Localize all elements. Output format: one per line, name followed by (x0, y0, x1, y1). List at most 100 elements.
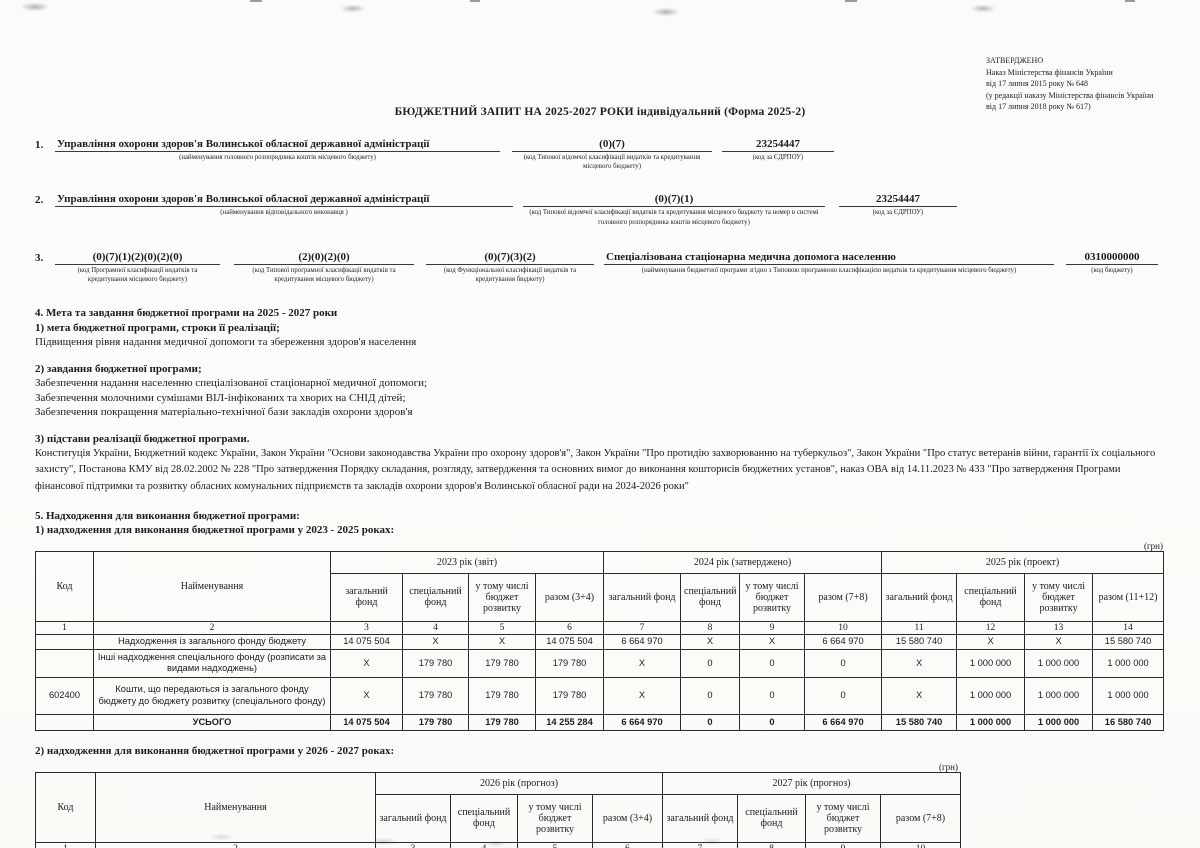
col-header: загальний фонд (375, 793, 451, 843)
scan-smudge (485, 841, 507, 847)
section-4-sub1-text: Підвищення рівня надання медичної допомо… (35, 336, 417, 349)
col-header: разом (3+4) (535, 572, 604, 622)
section-4-sub3-heading: 3) підстави реалізації бюджетної програм… (35, 432, 250, 445)
typical-program-classification-caption: (код Типової програмної класифікації вид… (252, 266, 396, 283)
col-header: спеціальний фонд (450, 793, 518, 843)
budget-program-caption: (найменування бюджетної програми згідно … (641, 266, 1017, 274)
item-3-number: 3. (35, 251, 44, 264)
responsible-executor-name: Управління охорони здоров'я Волинської о… (55, 193, 513, 208)
program-classification-code: (0)(7)(1)(2)(0)(2)(0) (55, 251, 220, 265)
approval-line: Наказ Міністерства фінансів України (986, 67, 1113, 77)
section-5-sub1-heading: 1) надходження для виконання бюджетної п… (35, 524, 395, 537)
scan-smudge (970, 5, 996, 12)
scan-smudge (700, 838, 724, 844)
program-classification-caption: (код Програмної класифікації видатків та… (77, 266, 198, 283)
col-header: загальний фонд (603, 572, 681, 622)
col-header: разом (7+8) (803, 572, 883, 622)
scan-smudge (20, 3, 50, 11)
typical-program-classification-code: (2)(0)(2)(0) (234, 251, 414, 265)
functional-classification-code: (0)(7)(3)(2) (426, 251, 594, 265)
col-header: загальний фонд (881, 572, 958, 622)
scan-smudge (652, 8, 680, 16)
col-header: загальний фонд (330, 572, 403, 622)
section-4-sub2-heading: 2) завдання бюджетної програми; (35, 362, 202, 375)
col-header-code: Код (35, 550, 94, 622)
section-5: 5. Надходження для виконання бюджетної п… (35, 509, 1165, 538)
col-header: у тому числі бюджет розвитку (805, 793, 881, 843)
vedomcha-classification-code: (0)(7) (512, 138, 712, 152)
col-header: разом (3+4) (592, 793, 663, 843)
item-3: 3. (0)(7)(1)(2)(0)(2)(0) (код Програмної… (35, 251, 1165, 284)
document-title: БЮДЖЕТНИЙ ЗАПИТ НА 2025-2027 РОКИ індиві… (394, 106, 806, 118)
section-5-sub2-heading: 2) надходження для виконання бюджетної п… (35, 744, 395, 757)
scan-smudge (210, 834, 234, 840)
year-group-2027: 2027 рік (прогноз) (662, 771, 961, 795)
section-4: 4. Мета та завдання бюджетної програми н… (35, 306, 1165, 495)
col-header: разом (7+8) (880, 793, 961, 843)
col-header: разом (11+12) (1092, 572, 1165, 622)
approval-line: від 17 липня 2018 року № 617) (986, 102, 1091, 112)
currency-note-2: (грн) (938, 761, 958, 772)
col-header-name: Найменування (93, 550, 331, 622)
col-header: у тому числі бюджет розвитку (468, 572, 536, 622)
col-header: у тому числі бюджет розвитку (517, 793, 593, 843)
item-1: 1. Управління охорони здоров'я Волинсько… (35, 138, 1165, 171)
edrpou-caption-2: (код за ЄДРПОУ) (872, 209, 924, 217)
section-5-sub2: 2) надходження для виконання бюджетної п… (35, 744, 1165, 759)
main-spending-unit-name: Управління охорони здоров'я Волинської о… (55, 138, 500, 152)
table-total-row: УСЬОГО 14 075 504 179 780 179 780 14 255 2… (35, 713, 1165, 731)
col-header: у тому числі бюджет розвитку (1024, 572, 1094, 622)
section-4-task: Забезпечення надання населенню спеціаліз… (35, 377, 428, 390)
edrpou-caption: (код за ЄДРПОУ) (752, 154, 804, 161)
approval-block: ЗАТВЕРДЖЕНО Наказ Міністерства фінансів … (986, 55, 1196, 113)
section-5-heading: 5. Надходження для виконання бюджетної п… (35, 509, 300, 522)
table-row: Інші надходження спеціального фонду (роз… (35, 648, 1165, 678)
column-numbers-row: 12 34 56 78 910 (35, 841, 961, 848)
table-row: 602400 Кошти, що передаються із загальног… (35, 676, 1165, 715)
revenues-table-2026-2027: Код Найменування 2026 рік (прогноз) 2027… (35, 771, 961, 848)
section-4-heading: 4. Мета та завдання бюджетної програми н… (35, 307, 338, 320)
col-header: спеціальний фонд (402, 572, 469, 622)
col-header: спеціальний фонд (680, 572, 740, 622)
table-row: Надходження із загального фонду бюджету … (35, 633, 1165, 650)
year-group-2023: 2023 рік (звіт) (330, 550, 604, 574)
item-1-number: 1. (35, 139, 44, 151)
item-2-number: 2. (35, 194, 44, 207)
col-header: у тому числі бюджет розвитку (739, 572, 805, 622)
col-header: загальний фонд (662, 793, 738, 843)
year-group-2026: 2026 рік (прогноз) (375, 771, 663, 795)
approval-line: ЗАТВЕРДЖЕНО (986, 56, 1044, 65)
vedomcha-classification-caption: (код Типової відомчої класифікації видат… (523, 154, 701, 171)
section-4-sub3-text: Конституція України, Бюджетний кодекс Ук… (35, 448, 1156, 492)
col-header: спеціальний фонд (956, 572, 1026, 622)
item-2: 2. Управління охорони здоров'я Волинсько… (35, 193, 1165, 226)
revenues-table-2023-2025: Код Найменування 2023 рік (звіт) 2024 рі… (35, 550, 1165, 731)
section-4-sub1-heading: 1) мета бюджетної програми, строки її ре… (35, 321, 280, 334)
scan-mark (470, 0, 480, 2)
approval-line: (у редакції наказу Міністерства фінансів… (986, 90, 1154, 100)
edrpou-code-2: 23254447 (839, 193, 957, 208)
col-header-name: Найменування (95, 771, 376, 843)
budget-code: 0310000000 (1066, 251, 1158, 265)
col-header: спеціальний фонд (737, 793, 806, 843)
budget-code-caption: (код бюджету) (1091, 266, 1133, 274)
col-header-code: Код (35, 771, 96, 843)
approval-line: від 17 липня 2015 року № 648 (986, 79, 1088, 89)
scan-smudge (370, 838, 398, 845)
vedomcha-classification-number-code: (0)(7)(1) (523, 193, 825, 208)
year-group-2024: 2024 рік (затверджено) (602, 550, 883, 574)
vedomcha-classification-number-caption: (код Типової відомчої класифікації видат… (529, 209, 819, 226)
functional-classification-caption: (код Функціональної класифікації видаткі… (443, 266, 577, 283)
main-spending-unit-caption: (найменування головного розпорядника кош… (179, 154, 376, 161)
section-4-task: Забезпечення покращення матеріально-техн… (35, 406, 413, 419)
year-group-2025: 2025 рік (проект) (881, 550, 1165, 574)
scan-mark (1125, 0, 1135, 2)
edrpou-code: 23254447 (722, 138, 834, 152)
responsible-executor-caption: (найменування відповідального виконавця … (220, 209, 348, 217)
currency-note: (грн) (1143, 540, 1163, 551)
section-4-task: Забезпечення молочними сумішами ВІЛ-інфі… (35, 391, 406, 404)
scan-smudge (340, 5, 366, 12)
scan-mark (250, 0, 262, 2)
